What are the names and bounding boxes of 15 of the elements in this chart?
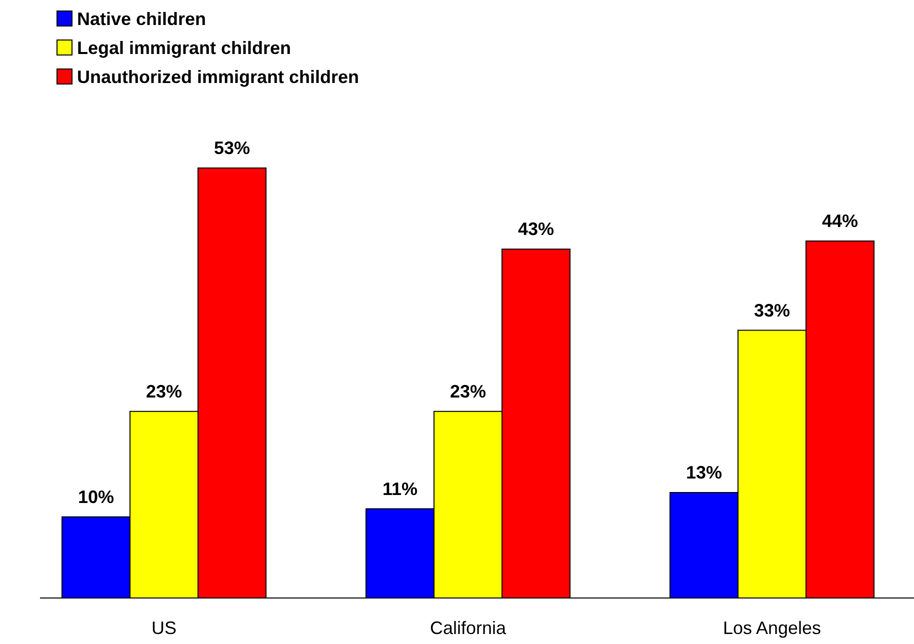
data-label: 44% [822,211,858,232]
data-label: 53% [214,138,250,158]
legend-label: Legal immigrant children [77,38,292,58]
data-label: 23% [450,381,486,402]
x-tick-label: US [151,618,177,638]
data-label: 23% [146,381,182,402]
data-label: 11% [382,478,418,499]
data-label: 43% [518,219,554,240]
data-label: 10% [78,486,114,507]
legend-label: Native children [77,9,206,29]
data-label: 33% [754,300,790,320]
x-tick-label: California [430,618,507,638]
data-label: 13% [686,462,722,483]
legend-label: Unauthorized immigrant children [77,67,360,87]
x-tick-label: Los Angeles [722,618,822,638]
